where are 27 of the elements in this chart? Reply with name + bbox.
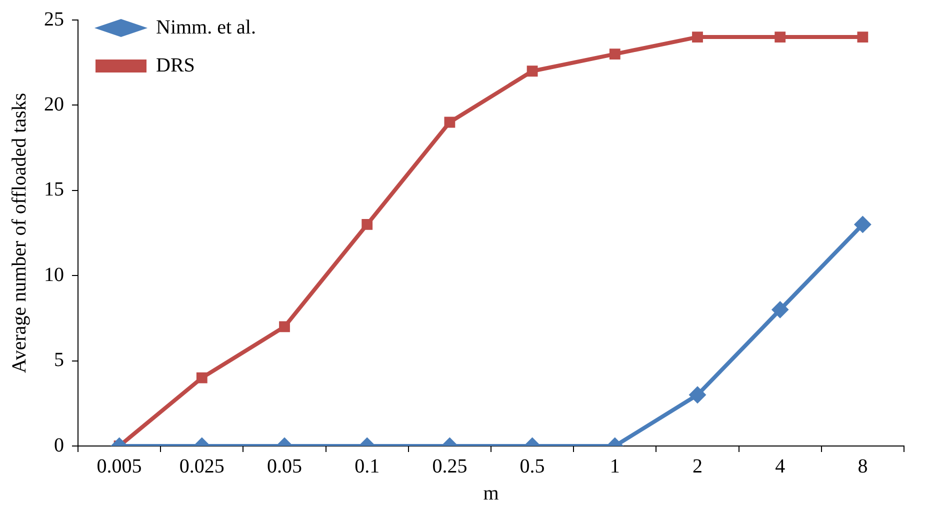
point xyxy=(857,32,868,42)
legend-label: DRS xyxy=(156,54,195,76)
y-tick-label: 20 xyxy=(44,93,64,116)
y-tick-label: 25 xyxy=(44,8,64,30)
y-tick-label: 0 xyxy=(54,434,64,456)
point xyxy=(526,66,538,77)
x-tick-label: 2 xyxy=(692,455,702,478)
point xyxy=(854,216,872,233)
y-axis-title: Average number of offloaded tasks xyxy=(8,92,30,374)
legend-label: Nimm. et al. xyxy=(156,16,256,38)
point xyxy=(774,32,786,42)
x-tick-label: 0.05 xyxy=(267,455,302,478)
x-tick-label: 0.025 xyxy=(179,455,224,478)
y-tick-label: 10 xyxy=(44,264,64,286)
x-tick-label: 0.005 xyxy=(96,455,142,478)
point xyxy=(692,32,703,42)
x-tick-label: 8 xyxy=(858,455,868,478)
x-tick-label: 4 xyxy=(775,455,786,478)
point xyxy=(609,48,620,60)
x-axis-title: m xyxy=(483,482,500,504)
point xyxy=(444,116,456,128)
y-tick-label: 15 xyxy=(44,178,64,201)
x-tick-label: 0.1 xyxy=(354,455,380,478)
y-tick-label: 5 xyxy=(54,349,64,372)
x-tick-label: 0.5 xyxy=(520,455,545,478)
x-tick-label: 1 xyxy=(610,455,620,478)
x-tick-label: 0.25 xyxy=(432,455,468,478)
